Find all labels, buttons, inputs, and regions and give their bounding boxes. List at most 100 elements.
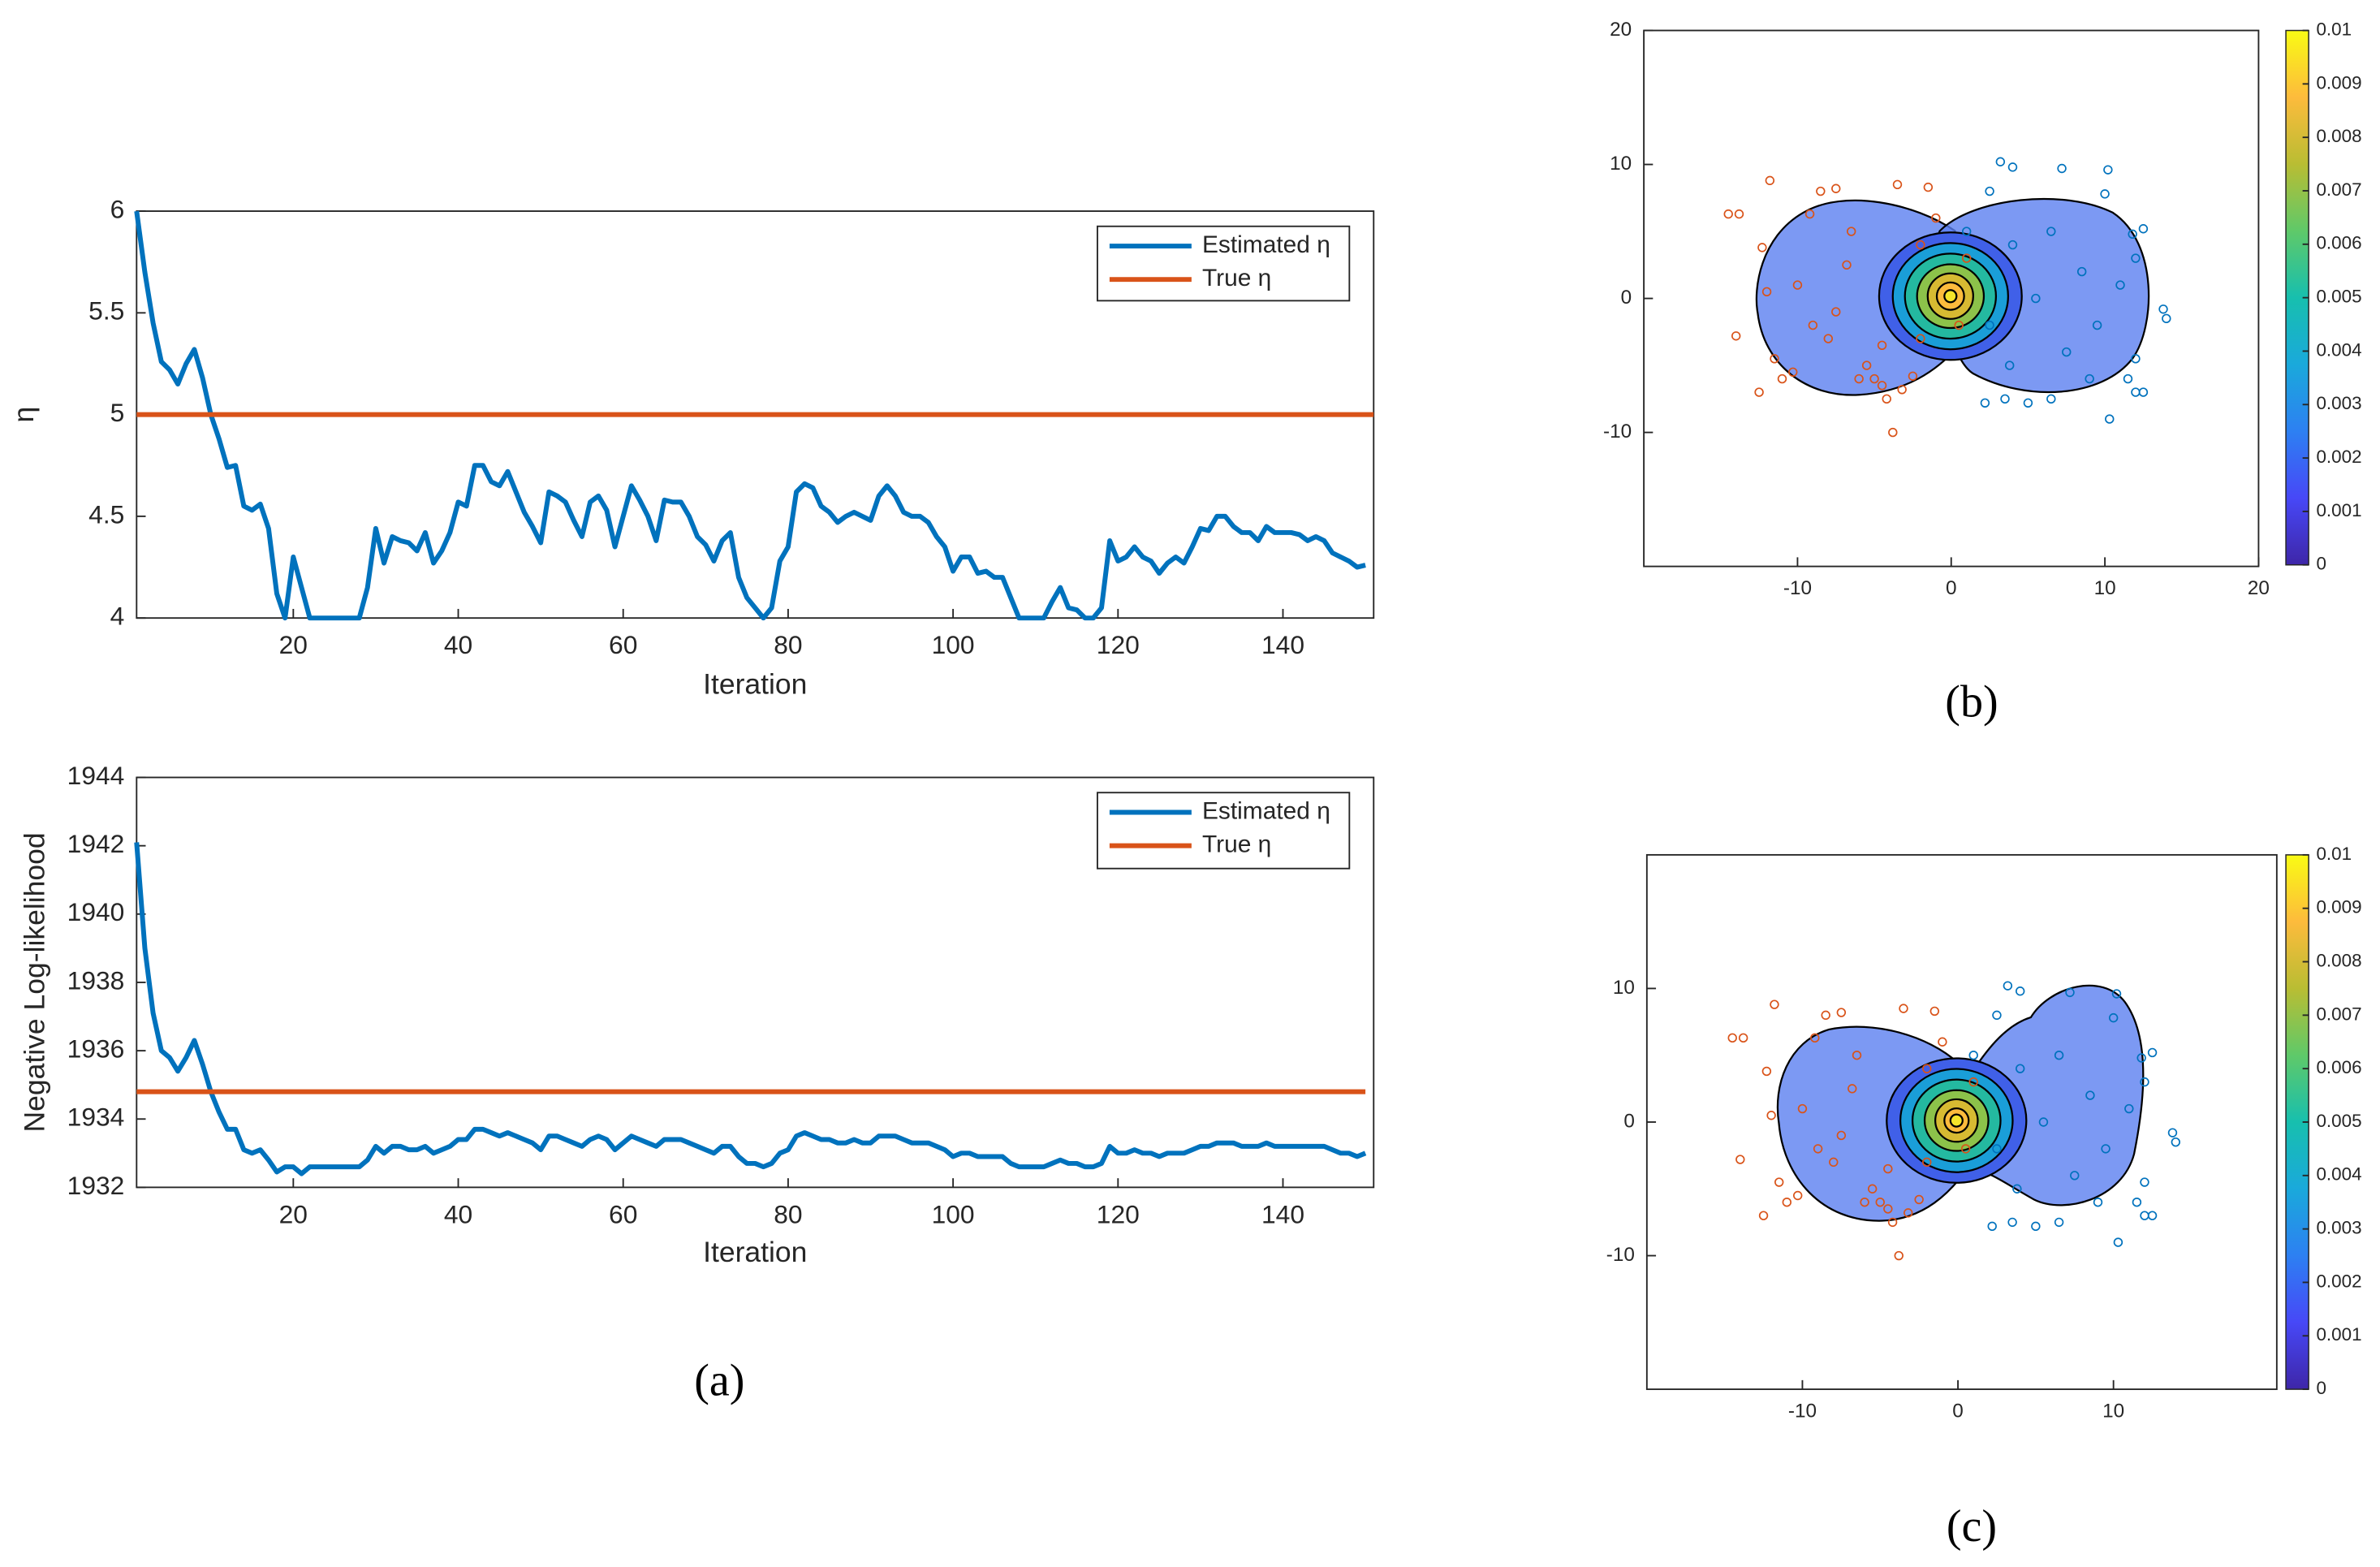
y-tick-label: 6 [110,194,125,223]
series-line [134,842,1367,1176]
axes-frame [1643,29,2260,568]
point [1788,367,1798,378]
colorbar-tick-label: 0.008 [2316,126,2361,146]
point [2105,414,2115,424]
colorbar-tick-label: 0.001 [2316,500,2361,520]
colorbar-tick-label: 0 [2316,554,2326,574]
colorbar-tick-label: 0.007 [2316,1004,2361,1024]
point [1846,227,1856,236]
x-axis-label: Iteration [703,1236,807,1268]
point [2131,387,2141,397]
y-tick-label: 20 [1610,19,1632,41]
y-tick-label: 1940 [67,897,125,926]
point [2057,163,2067,174]
y-tick-label: 0 [1623,1110,1635,1132]
point [2007,1217,2017,1228]
x-tick-label: -10 [1788,1401,1817,1422]
point [1765,175,1775,186]
point [1808,320,1818,330]
x-tick-label: 20 [279,630,308,659]
y-tick-label: 1944 [67,761,125,790]
point [2054,1217,2064,1228]
point [1908,371,1918,381]
x-tick-label: 80 [774,630,802,659]
x-tick-label: 120 [1097,1199,1140,1228]
y-tick-label: 1934 [67,1103,125,1132]
density-contours-c [1776,984,2145,1222]
colorbar-tick-label: 0.006 [2316,1057,2361,1077]
point [1867,1184,1878,1194]
point [1987,1221,1997,1232]
contour-ring [1949,1113,1964,1128]
point [1723,209,1733,219]
legend-label: Estimated η [1202,797,1330,824]
axes-frame [1645,853,2278,1391]
point [2147,1211,2158,1220]
point [2015,1064,2025,1073]
point [1899,1004,1908,1013]
y-tick-label: 10 [1613,977,1635,999]
point [1861,360,1872,370]
point [1836,1008,1847,1017]
colorbar-tick-label: 0.009 [2316,897,2361,917]
point [2076,266,2087,277]
point [1869,373,1879,384]
point [1757,243,1767,253]
point [2085,1090,2095,1100]
colorbar-tick-label: 0.004 [2316,339,2361,360]
x-axis-label: Iteration [703,668,807,701]
x-tick-label: -10 [1783,577,1812,599]
point [1792,1190,1803,1201]
x-tick-label: 40 [444,630,472,659]
point [1995,157,2006,166]
x-tick-label: 100 [932,1199,975,1228]
point [1810,1033,1820,1043]
point [1875,1198,1885,1207]
x-tick-label: 0 [1952,1401,1964,1422]
point [2131,253,2141,263]
point [1761,287,1772,297]
point [2070,1171,2080,1181]
point [2031,1221,2041,1232]
point [1923,182,1934,192]
point [2054,1051,2064,1060]
y-tick-label: 5.5 [88,296,124,326]
point [1897,385,1907,395]
point [2065,987,2075,998]
legend-box [1097,792,1351,870]
point [1931,213,1941,223]
point [1829,1157,1839,1168]
point [2167,1128,2178,1137]
point [1735,1155,1745,1164]
point [2031,293,2041,304]
x-tick-label: 20 [2248,577,2270,599]
point [2136,1053,2146,1063]
point [1968,1051,1978,1060]
point [2140,1177,2149,1187]
point [1792,280,1803,290]
point [1842,260,1852,270]
colorbar-tick-label: 0.002 [2316,447,2361,467]
x-tick-label: 0 [1946,577,1957,599]
point [1961,253,1972,263]
y-tick-label: -10 [1606,1244,1635,1266]
axes-frame [136,776,1375,1189]
colorbar-tick-label: 0.004 [2316,1164,2361,1185]
legend-box [1097,225,1351,302]
point [2101,1144,2111,1154]
y-tick-label: 4 [110,602,125,631]
point [1954,320,1964,330]
point [2124,1103,2134,1114]
point [1761,1066,1772,1077]
caption: (c) [1947,1501,1997,1552]
colorbar-tick-label: 0.003 [2316,1218,2361,1238]
point [1860,1198,1869,1207]
point [1894,1250,1904,1261]
point [1734,209,1744,219]
y-tick-label: 1942 [67,829,125,858]
point [1774,1177,1784,1187]
y-tick-label: 5 [110,398,125,427]
point [1823,334,1833,343]
